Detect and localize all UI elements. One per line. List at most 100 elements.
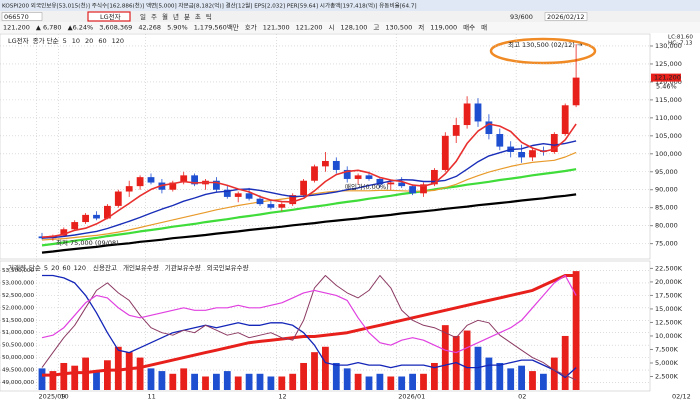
x-tick-label: 12 bbox=[278, 393, 286, 401]
label: 20 bbox=[51, 264, 59, 272]
line bbox=[41, 123, 577, 238]
label: 5.90% bbox=[167, 24, 188, 32]
volume-bar bbox=[136, 357, 144, 390]
volume-bar bbox=[169, 373, 177, 390]
volume-bar bbox=[234, 376, 242, 390]
label[interactable]: 분 bbox=[184, 13, 190, 21]
date-input[interactable] bbox=[544, 12, 588, 21]
candle-body bbox=[452, 125, 460, 136]
volume-bar bbox=[376, 373, 384, 390]
label[interactable]: 주 bbox=[151, 13, 157, 21]
volume-bar bbox=[278, 376, 286, 390]
y-tick-label: 53,000,000 bbox=[2, 280, 34, 286]
y2-tick-label: 5,000K bbox=[655, 359, 679, 367]
candle-body bbox=[169, 182, 177, 190]
y-tick-label: 51,000,000 bbox=[2, 330, 34, 336]
label: 신용잔고 bbox=[93, 263, 117, 272]
candle-body bbox=[343, 169, 351, 179]
label[interactable]: 초 bbox=[195, 13, 201, 21]
label: 120 bbox=[74, 264, 86, 272]
stock-name[interactable]: LG전자 bbox=[100, 12, 121, 21]
label[interactable]: 일 bbox=[140, 12, 146, 21]
y2-tick-label: 2,500K bbox=[655, 372, 679, 380]
volume-bar bbox=[441, 325, 449, 390]
candle-body bbox=[213, 180, 220, 190]
y2-tick-label: 12,500K bbox=[655, 318, 683, 326]
candle-body bbox=[529, 150, 536, 158]
toolbar bbox=[0, 11, 700, 22]
label: 고 bbox=[373, 24, 379, 32]
volume-bar bbox=[311, 352, 318, 390]
volume-bar bbox=[223, 371, 231, 390]
volume-bar bbox=[202, 376, 209, 390]
y-tick-label: 120,000 bbox=[655, 78, 682, 86]
label[interactable]: 년 bbox=[173, 12, 179, 21]
x-tick-label: 2026/01 bbox=[398, 393, 425, 401]
label: 121,200 bbox=[3, 24, 30, 32]
date[interactable]: 2026/02/12 bbox=[547, 13, 584, 21]
last-date: 02/12 bbox=[672, 393, 691, 401]
y-tick-label: 51,500,000 bbox=[2, 318, 34, 324]
y2-tick-label: 10,000K bbox=[655, 332, 683, 340]
y-tick-label: 90,000 bbox=[655, 186, 678, 194]
x-tick-label: 11 bbox=[148, 393, 156, 401]
label: ▲ 6,780 bbox=[36, 24, 62, 32]
label: 호가 bbox=[245, 23, 257, 32]
candle-body bbox=[485, 121, 493, 135]
volume-bar bbox=[354, 373, 362, 390]
volume-bar bbox=[463, 330, 471, 390]
y-tick-label: 52,500,000 bbox=[2, 293, 34, 299]
volume-bar bbox=[529, 371, 536, 390]
y-tick-label: 110,000 bbox=[655, 114, 682, 122]
y-tick-label: 50,000,000 bbox=[2, 355, 34, 361]
candle-body bbox=[518, 151, 525, 158]
annotation: 최저 75,000 (09/08) bbox=[56, 238, 119, 247]
volume-bar bbox=[474, 346, 482, 390]
stock-code[interactable]: 066570 bbox=[4, 13, 29, 21]
candle-body bbox=[245, 193, 253, 199]
candle-body bbox=[267, 204, 275, 208]
candle-body bbox=[572, 77, 580, 106]
label[interactable]: 틱 bbox=[206, 13, 212, 21]
candle-body bbox=[114, 191, 122, 206]
annotation: 최고 130,500 (02/12) → bbox=[508, 40, 583, 49]
label: 42,268 bbox=[138, 24, 161, 32]
name-box[interactable] bbox=[87, 11, 131, 22]
candle-body bbox=[550, 134, 558, 152]
y-tick-label: 105,000 bbox=[655, 132, 682, 140]
candle-body bbox=[463, 103, 471, 126]
y2-tick-label: 22,500K bbox=[655, 264, 683, 272]
candle-body bbox=[278, 204, 286, 208]
label: 60 bbox=[98, 37, 106, 45]
candle-body bbox=[93, 214, 100, 219]
volume-bar bbox=[256, 373, 264, 390]
side-label: HC:-7.13 bbox=[668, 41, 693, 47]
volume-bar bbox=[550, 357, 558, 390]
label: 매 bbox=[481, 24, 487, 32]
candle-body bbox=[376, 178, 384, 185]
candle-body bbox=[147, 177, 155, 183]
volume-bar bbox=[147, 368, 155, 390]
y-tick-label: 125,000 bbox=[655, 60, 682, 68]
volume-bar bbox=[245, 373, 253, 390]
volume-bar bbox=[104, 360, 111, 390]
quote-bar bbox=[0, 22, 700, 33]
highlight-ellipse bbox=[489, 37, 597, 65]
line bbox=[41, 274, 577, 354]
label: 121,200 bbox=[296, 24, 323, 32]
y-tick-label: 50,500,000 bbox=[2, 343, 34, 349]
candle-body bbox=[136, 177, 144, 187]
candle-body bbox=[474, 103, 482, 122]
label: 거래량 bbox=[8, 263, 26, 272]
volume-bar bbox=[180, 368, 188, 390]
volume-bar bbox=[485, 357, 493, 390]
candle-body bbox=[398, 182, 406, 187]
volume-bar bbox=[71, 365, 79, 390]
label[interactable]: 월 bbox=[162, 12, 168, 21]
y-tick-label: 130,000 bbox=[655, 42, 682, 50]
price-box bbox=[651, 73, 681, 82]
label: ▲6.24% bbox=[68, 24, 94, 32]
volume-bar bbox=[38, 368, 46, 390]
code-input[interactable] bbox=[1, 12, 43, 21]
